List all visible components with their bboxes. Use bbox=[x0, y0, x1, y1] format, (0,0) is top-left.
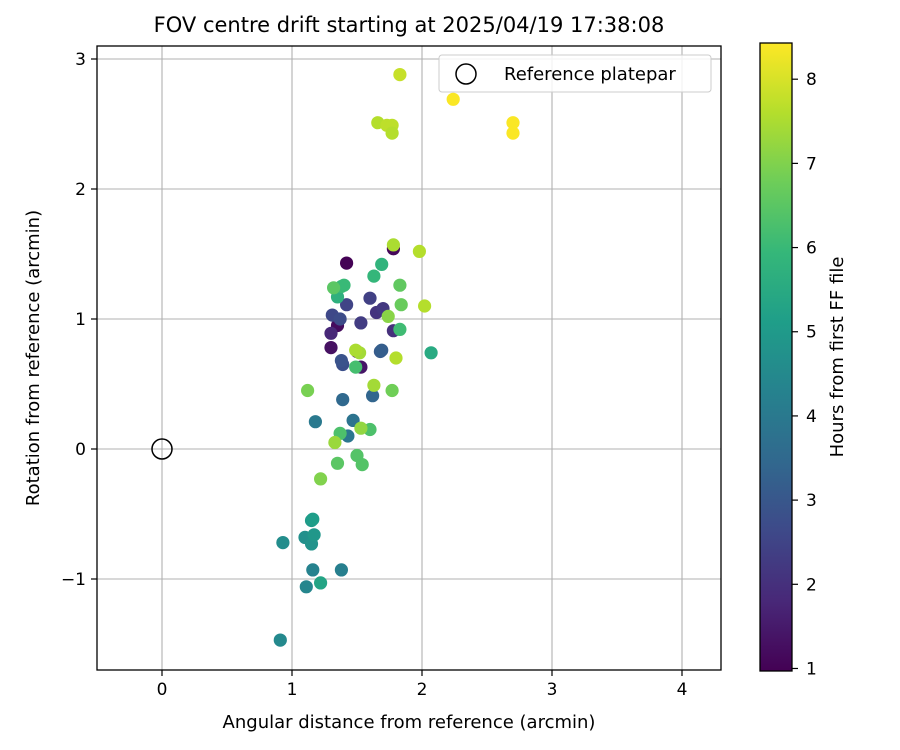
data-point bbox=[306, 512, 320, 526]
data-point bbox=[333, 312, 347, 326]
y-axis-label: Rotation from reference (arcmin) bbox=[23, 210, 44, 506]
data-point bbox=[381, 309, 395, 323]
colorbar-label: Hours from first FF file bbox=[827, 257, 848, 458]
data-point bbox=[386, 238, 400, 252]
y-tick-label: 1 bbox=[75, 310, 86, 330]
colorbar-ticks: 1 2 3 4 5 6 7 8 bbox=[792, 70, 817, 679]
legend-label: Reference platepar bbox=[504, 64, 676, 85]
data-point bbox=[385, 383, 399, 398]
data-point bbox=[506, 126, 520, 140]
data-point bbox=[324, 341, 338, 355]
data-point bbox=[306, 563, 320, 577]
data-point bbox=[367, 378, 381, 392]
data-point bbox=[273, 633, 287, 647]
data-point bbox=[327, 281, 341, 295]
data-point bbox=[301, 383, 315, 398]
data-point bbox=[340, 298, 354, 312]
colorbar-tick-label: 4 bbox=[806, 407, 817, 427]
data-point bbox=[363, 291, 377, 305]
legend-box bbox=[438, 54, 712, 93]
reference-point bbox=[151, 438, 173, 460]
x-axis-label: Angular distance from reference (arcmin) bbox=[223, 712, 596, 733]
colorbar-frame bbox=[759, 42, 793, 672]
data-point bbox=[324, 326, 338, 340]
data-point bbox=[308, 415, 322, 429]
y-tick-label: 2 bbox=[75, 180, 86, 200]
chart-title: FOV centre drift starting at 2025/04/19 … bbox=[154, 13, 665, 37]
y-tick-label: −1 bbox=[61, 570, 86, 590]
colorbar-tick-label: 7 bbox=[806, 154, 817, 174]
data-point bbox=[506, 116, 520, 130]
colorbar-tick-label: 6 bbox=[806, 239, 817, 259]
x-tick-label: 1 bbox=[287, 680, 298, 700]
x-tick-label: 4 bbox=[677, 680, 688, 700]
colorbar-tick-label: 3 bbox=[806, 491, 817, 511]
data-point bbox=[412, 244, 426, 258]
colorbar-gradient bbox=[760, 43, 792, 671]
data-point bbox=[330, 456, 345, 470]
x-tick-label: 0 bbox=[157, 680, 168, 700]
data-point bbox=[446, 92, 460, 106]
data-point bbox=[424, 346, 438, 360]
data-point bbox=[314, 472, 328, 486]
colorbar-tick-label: 5 bbox=[806, 323, 817, 343]
data-point bbox=[375, 257, 389, 271]
x-tick-label: 2 bbox=[417, 680, 428, 700]
data-point bbox=[354, 316, 368, 330]
data-point bbox=[334, 354, 348, 368]
data-point bbox=[349, 360, 363, 374]
data-point bbox=[393, 322, 407, 336]
data-point bbox=[299, 580, 313, 594]
data-point bbox=[340, 256, 354, 270]
data-point bbox=[349, 343, 363, 357]
plot-frame bbox=[96, 45, 722, 671]
data-point bbox=[394, 298, 408, 312]
data-point bbox=[366, 389, 380, 403]
colorbar-tick-label: 1 bbox=[806, 659, 817, 679]
data-point bbox=[276, 536, 290, 550]
data-point bbox=[389, 351, 403, 365]
data-point bbox=[354, 421, 368, 435]
reference-marker bbox=[151, 438, 173, 460]
data-point bbox=[393, 68, 407, 82]
data-point bbox=[314, 576, 328, 590]
data-point bbox=[328, 435, 342, 450]
data-point bbox=[418, 299, 432, 313]
colorbar-tick-label: 8 bbox=[806, 70, 817, 90]
data-point bbox=[367, 269, 381, 283]
x-axis-ticks: 0 1 2 3 4 bbox=[157, 670, 688, 700]
data-point bbox=[307, 528, 321, 542]
scatter-series bbox=[273, 68, 520, 647]
grid bbox=[97, 46, 721, 670]
x-tick-label: 3 bbox=[547, 680, 558, 700]
data-point bbox=[355, 458, 369, 472]
legend-marker-icon bbox=[455, 63, 477, 85]
colorbar-tick-label: 2 bbox=[806, 575, 817, 595]
data-point bbox=[375, 343, 389, 357]
data-point bbox=[337, 278, 351, 292]
y-tick-label: 3 bbox=[75, 50, 86, 70]
y-axis-ticks: −1 0 1 2 3 bbox=[61, 50, 97, 590]
y-tick-label: 0 bbox=[75, 440, 86, 460]
legend: Reference platepar bbox=[438, 54, 712, 93]
data-point bbox=[385, 126, 399, 140]
data-point bbox=[393, 278, 407, 292]
data-point bbox=[334, 563, 348, 577]
data-point bbox=[336, 393, 350, 407]
colorbar: 1 2 3 4 5 6 7 8 Hours from first FF file bbox=[759, 42, 848, 679]
